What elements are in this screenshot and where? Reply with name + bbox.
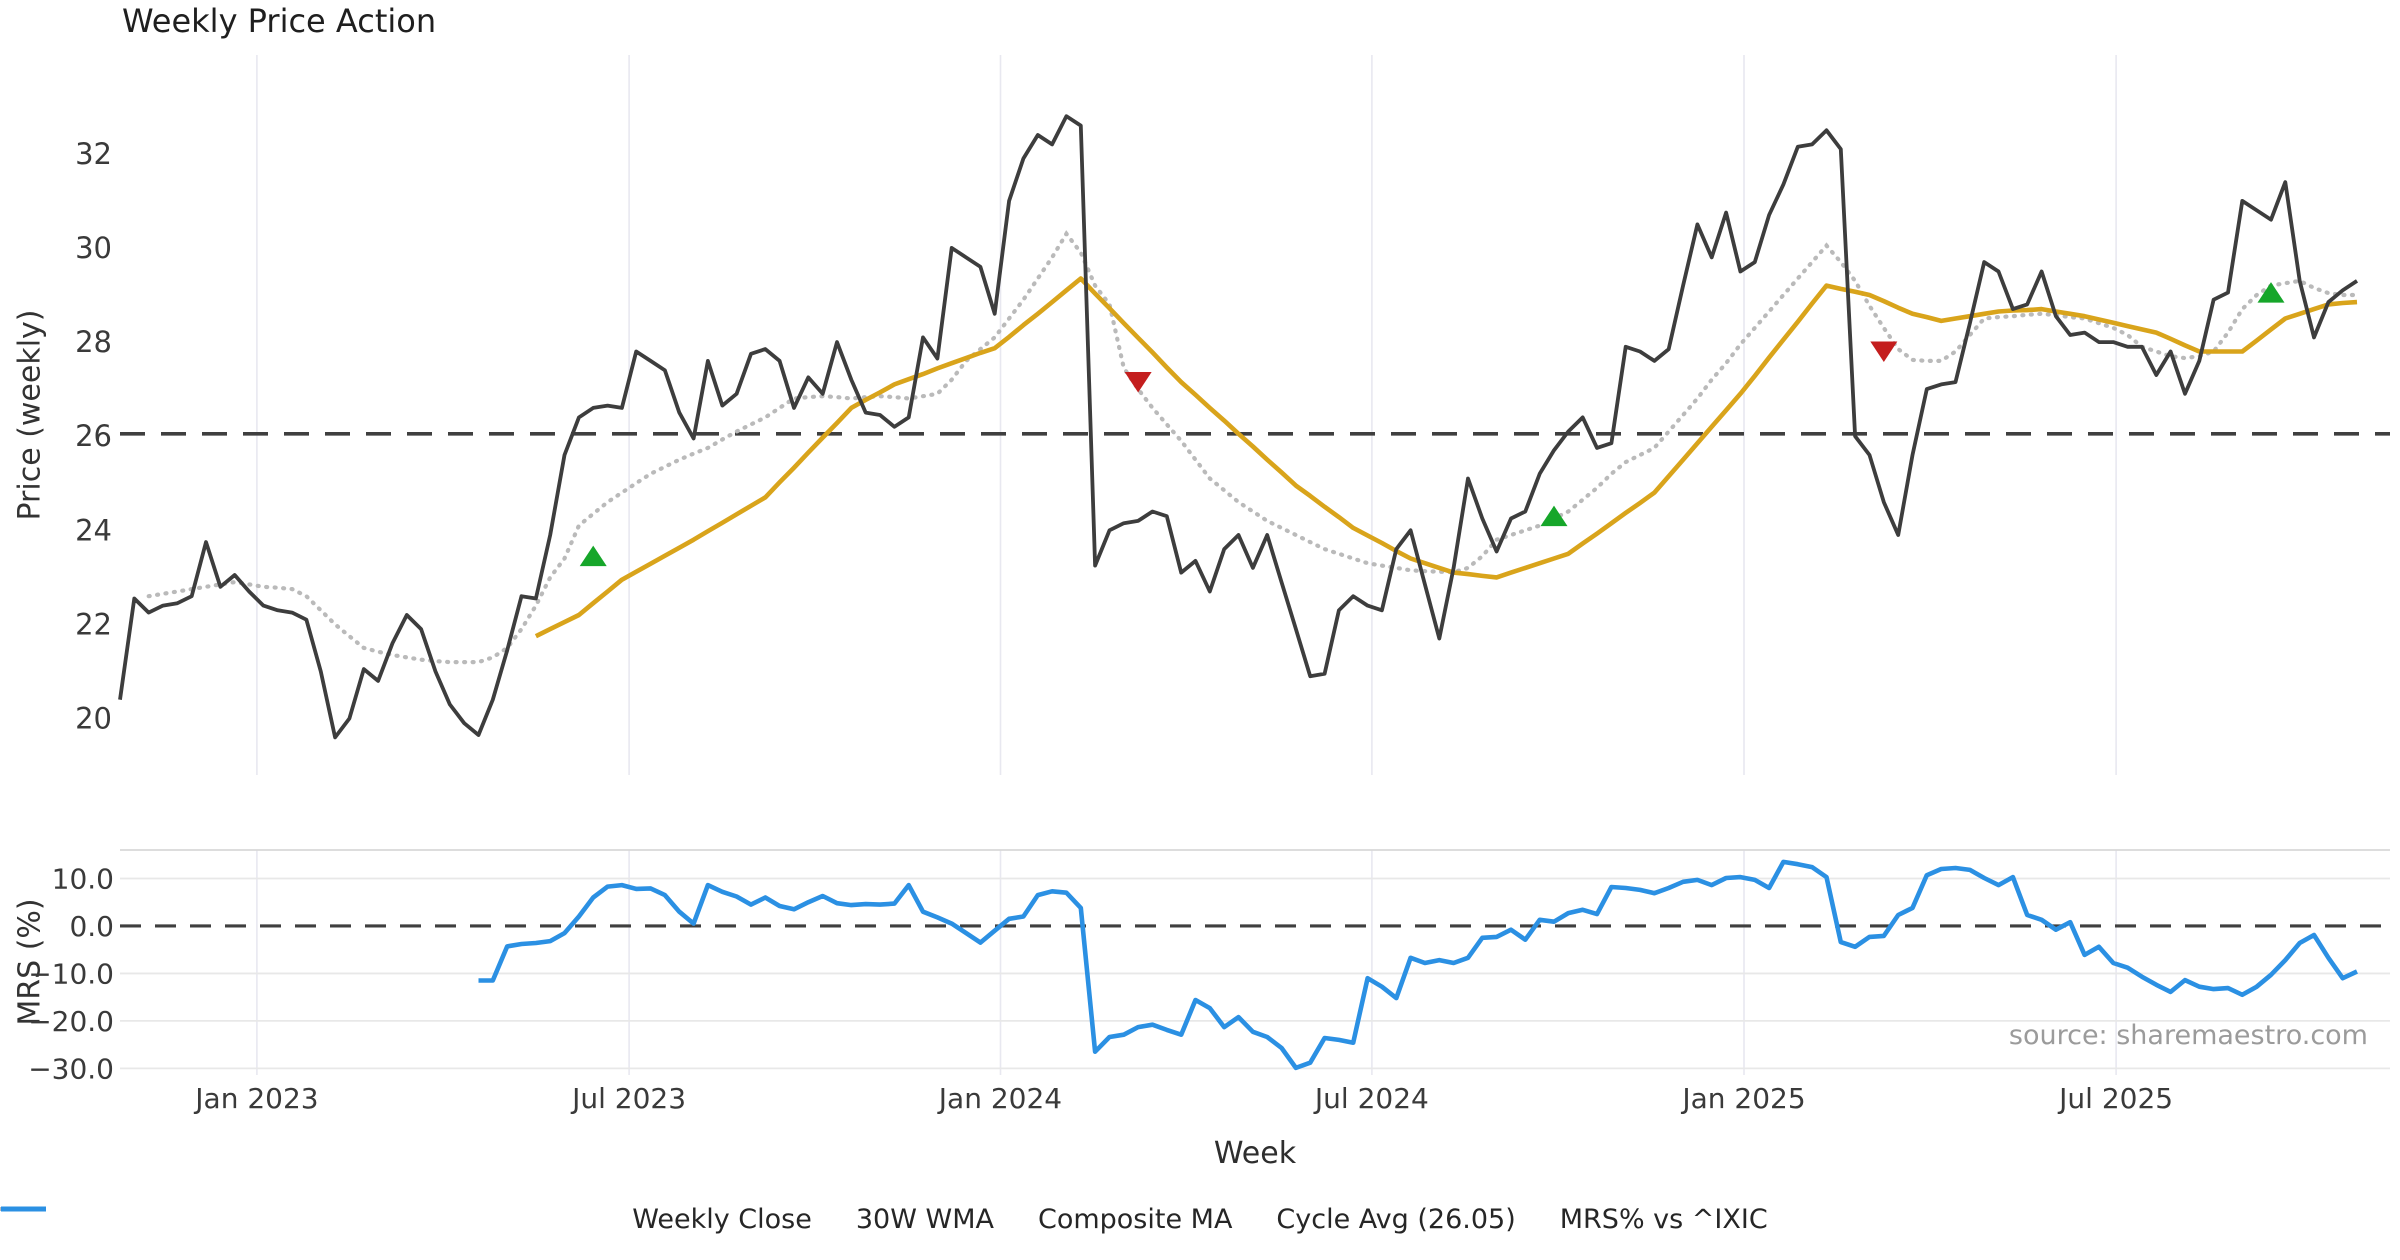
legend-item-label: 30W WMA [855,1204,994,1235]
x-tick-label: Jul 2024 [1313,1082,1429,1115]
legend-swatch-icon [1,1206,46,1212]
buy-signal-marker [1540,505,1568,527]
price-tick-label: 32 [75,137,112,171]
price-tick-label: 24 [75,513,112,547]
x-tick-label: Jul 2023 [570,1082,686,1115]
mrs-tick-label: −30.0 [28,1052,114,1085]
sell-signal-marker [1870,341,1898,362]
mrs-line [478,859,2358,1071]
chart-title: Weekly Price Action [122,2,437,40]
legend-item-mrs-vs-ixic: MRS% vs ^IXIC [1,1204,1768,1235]
price-tick-label: 20 [75,702,112,736]
legend: Weekly Close 30W WMA Composite MA Cycle Avg… [0,1204,2400,1235]
source-credit: source: sharemaestro.com [2008,1020,2368,1051]
mrs-tick-label: −20.0 [28,1005,114,1038]
price-tick-label: 22 [75,607,112,641]
mrs-tick-label: −10.0 [28,957,114,990]
legend-item-label: Weekly Close [632,1204,812,1235]
x-tick-label: Jan 2023 [193,1082,318,1115]
legend-item-30w-wma: 30W WMA [1,1204,994,1235]
mrs-tick-label: 0.0 [69,910,114,943]
x-tick-label: Jan 2025 [1680,1082,1805,1115]
x-axis-label: Week [1213,1136,1297,1171]
price-tick-label: 28 [75,325,112,359]
price-tick-label: 26 [75,419,112,453]
legend-item-label: MRS% vs ^IXIC [1559,1204,1768,1235]
legend-item-label: Cycle Avg (26.05) [1276,1204,1516,1235]
legend-item-cycle-avg-26-05-: Cycle Avg (26.05) [1,1204,1516,1235]
buy-signal-marker [579,545,607,567]
sell-signal-marker [1124,372,1152,393]
x-tick-label: Jan 2024 [937,1082,1062,1115]
legend-item-composite-ma: Composite MA [0,1204,1233,1235]
composite-ma-line [146,230,2360,665]
price-tick-label: 30 [75,231,112,265]
buy-signal-marker [2257,282,2285,303]
weekly-close-line [118,114,2359,740]
legend-item-label: Composite MA [1037,1204,1233,1235]
x-tick-label: Jul 2025 [2057,1082,2173,1115]
legend-item-weekly-close: Weekly Close [1,1204,812,1235]
mrs-tick-label: 10.0 [52,862,114,895]
